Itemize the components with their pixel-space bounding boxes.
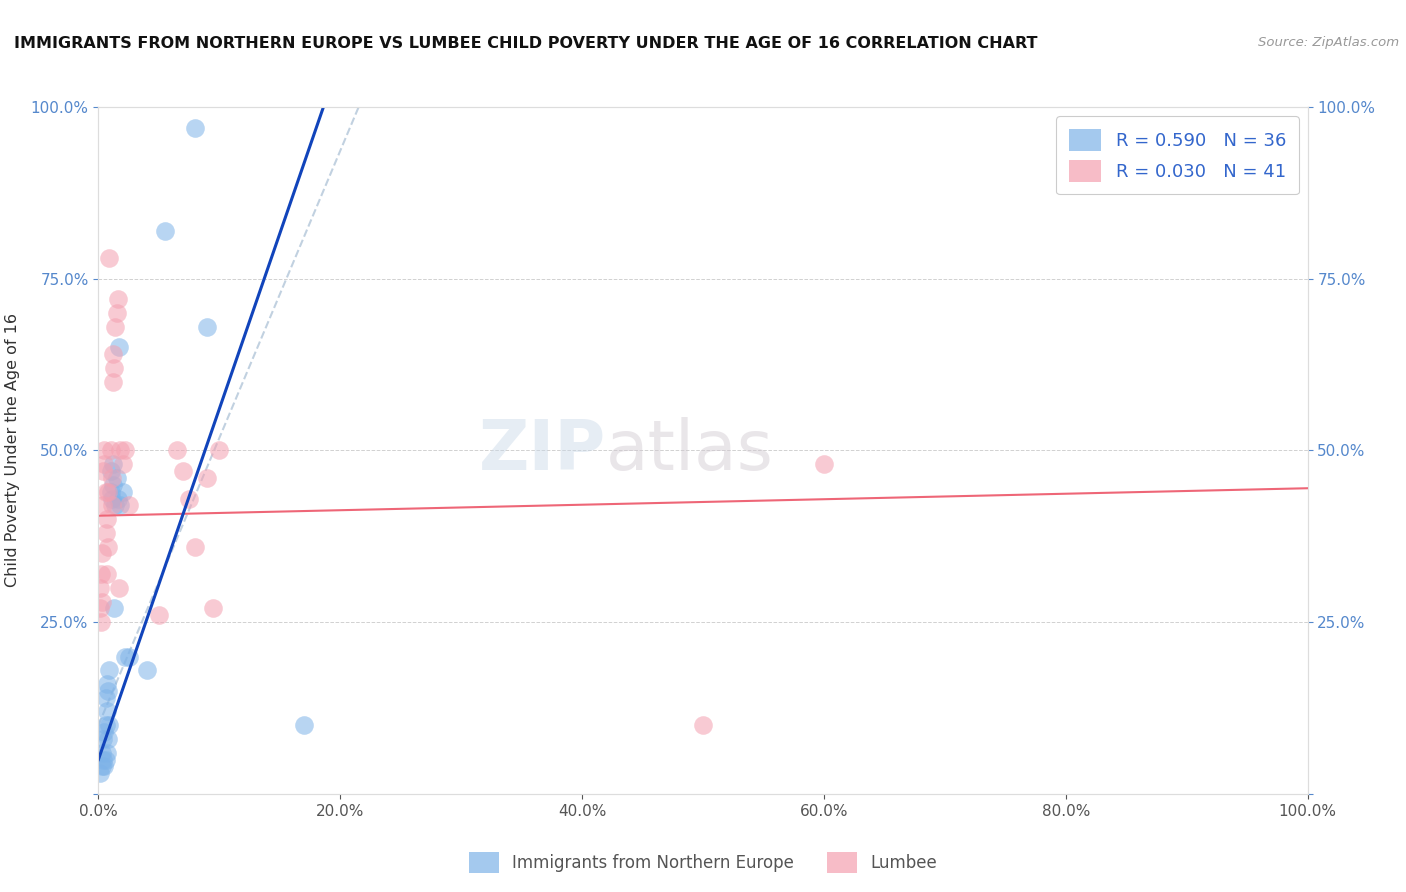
Point bbox=[89, 766, 111, 780]
Point bbox=[90, 567, 112, 582]
Point bbox=[93, 759, 115, 773]
Point bbox=[91, 731, 114, 746]
Point bbox=[104, 319, 127, 334]
Point bbox=[148, 608, 170, 623]
Point bbox=[208, 443, 231, 458]
Point bbox=[96, 567, 118, 582]
Point bbox=[118, 499, 141, 513]
Point bbox=[107, 491, 129, 506]
Point bbox=[89, 581, 111, 595]
Point bbox=[172, 464, 194, 478]
Point bbox=[195, 319, 218, 334]
Point bbox=[94, 484, 117, 499]
Point bbox=[98, 251, 121, 265]
Point bbox=[93, 443, 115, 458]
Point bbox=[91, 464, 114, 478]
Point bbox=[108, 443, 131, 458]
Point bbox=[166, 443, 188, 458]
Point bbox=[195, 471, 218, 485]
Point bbox=[103, 601, 125, 615]
Point bbox=[111, 457, 134, 471]
Point bbox=[96, 705, 118, 719]
Point bbox=[202, 601, 225, 615]
Text: Source: ZipAtlas.com: Source: ZipAtlas.com bbox=[1258, 36, 1399, 49]
Point bbox=[105, 471, 128, 485]
Point bbox=[93, 457, 115, 471]
Point bbox=[114, 649, 136, 664]
Point bbox=[100, 499, 122, 513]
Point bbox=[90, 615, 112, 630]
Point bbox=[96, 677, 118, 691]
Point bbox=[89, 601, 111, 615]
Point bbox=[118, 649, 141, 664]
Point bbox=[101, 347, 124, 361]
Point bbox=[111, 484, 134, 499]
Point bbox=[97, 731, 120, 746]
Point bbox=[96, 746, 118, 760]
Point bbox=[97, 540, 120, 554]
Point bbox=[135, 663, 157, 677]
Point bbox=[153, 224, 176, 238]
Y-axis label: Child Poverty Under the Age of 16: Child Poverty Under the Age of 16 bbox=[4, 313, 20, 588]
Point bbox=[105, 306, 128, 320]
Point bbox=[108, 499, 131, 513]
Text: ZIP: ZIP bbox=[479, 417, 606, 484]
Point bbox=[100, 464, 122, 478]
Point bbox=[91, 746, 114, 760]
Point bbox=[98, 663, 121, 677]
Point bbox=[97, 484, 120, 499]
Text: atlas: atlas bbox=[606, 417, 775, 484]
Legend: R = 0.590   N = 36, R = 0.030   N = 41: R = 0.590 N = 36, R = 0.030 N = 41 bbox=[1056, 116, 1299, 194]
Point bbox=[108, 340, 131, 354]
Point bbox=[101, 478, 124, 492]
Point bbox=[114, 443, 136, 458]
Point bbox=[93, 725, 115, 739]
Point bbox=[94, 718, 117, 732]
Point bbox=[94, 525, 117, 540]
Point bbox=[91, 499, 114, 513]
Point bbox=[179, 491, 201, 506]
Point bbox=[96, 512, 118, 526]
Point bbox=[100, 491, 122, 506]
Point bbox=[292, 718, 315, 732]
Text: IMMIGRANTS FROM NORTHERN EUROPE VS LUMBEE CHILD POVERTY UNDER THE AGE OF 16 CORR: IMMIGRANTS FROM NORTHERN EUROPE VS LUMBE… bbox=[14, 36, 1038, 51]
Point bbox=[104, 499, 127, 513]
Point bbox=[94, 753, 117, 767]
Point bbox=[184, 120, 207, 135]
Point bbox=[94, 690, 117, 705]
Point bbox=[103, 361, 125, 376]
Point bbox=[91, 759, 114, 773]
Point bbox=[101, 457, 124, 471]
Point bbox=[108, 581, 131, 595]
Point bbox=[101, 375, 124, 389]
Point bbox=[692, 718, 714, 732]
Legend: Immigrants from Northern Europe, Lumbee: Immigrants from Northern Europe, Lumbee bbox=[463, 846, 943, 880]
Point bbox=[100, 484, 122, 499]
Point bbox=[184, 540, 207, 554]
Point bbox=[91, 546, 114, 561]
Point bbox=[813, 457, 835, 471]
Point bbox=[107, 293, 129, 307]
Point bbox=[91, 753, 114, 767]
Point bbox=[91, 594, 114, 608]
Point bbox=[98, 718, 121, 732]
Point bbox=[100, 471, 122, 485]
Point bbox=[100, 443, 122, 458]
Point bbox=[97, 683, 120, 698]
